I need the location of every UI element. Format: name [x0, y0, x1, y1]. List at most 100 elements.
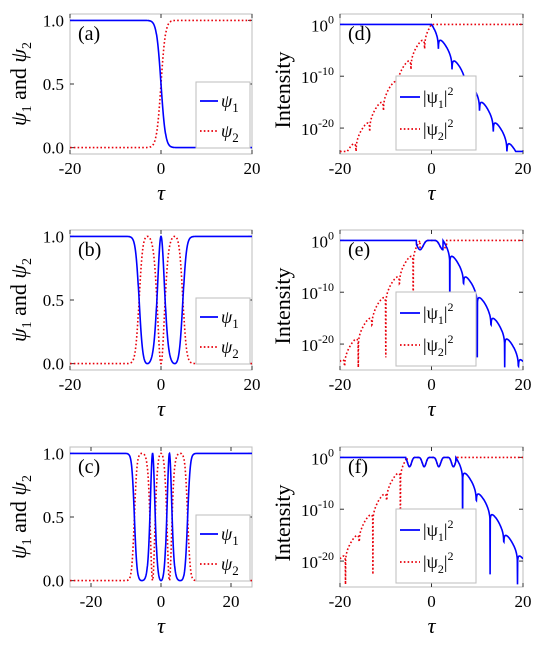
legend-label-psi1: ψ1	[221, 307, 239, 331]
panel-label: (b)	[78, 239, 101, 261]
y-label-psi: ψ	[6, 265, 31, 279]
legend-label-psi2: ψ2	[221, 554, 239, 578]
legend-label-psi2: |ψ2|2	[423, 332, 453, 359]
legend-psi: ψ	[221, 307, 233, 327]
legend-label-psi2: ψ2	[221, 121, 239, 145]
y-tick-base: 10	[311, 232, 328, 251]
legend-sub: 1	[438, 97, 444, 111]
y-label-and: and	[6, 63, 31, 106]
y-tick-label: 0.5	[43, 508, 64, 527]
x-tick-label: 0	[427, 159, 436, 178]
y-tick-label: 0.0	[43, 355, 64, 374]
y-axis-label: Intensity	[270, 485, 295, 562]
y-label-psi: ψ	[6, 482, 31, 496]
y-label-psi: ψ	[6, 545, 31, 559]
legend-close: |	[444, 303, 448, 323]
legend-box	[395, 291, 477, 367]
y-tick-label: 10-10	[301, 280, 334, 303]
legend-box	[395, 75, 477, 151]
y-axis-label: ψ1 and ψ2	[6, 42, 35, 126]
x-tick-label: -20	[59, 159, 82, 178]
y-tick-label: 10-20	[301, 549, 334, 572]
x-axis-label: τ	[157, 180, 166, 205]
y-label-sub: 2	[20, 258, 35, 265]
legend-label-psi2: |ψ2|2	[423, 116, 453, 143]
y-label-sub: 1	[20, 538, 35, 545]
legend-sup: 2	[447, 549, 453, 563]
y-tick-label: 0.0	[43, 572, 64, 591]
legend-label-psi1: |ψ1|2	[423, 517, 453, 544]
panel-label: (d)	[348, 23, 371, 45]
x-tick-label: 0	[157, 159, 166, 178]
y-tick-label: 1.0	[43, 227, 64, 246]
legend-sup: 2	[447, 300, 453, 314]
legend-label-psi2: ψ2	[221, 337, 239, 361]
x-tick-label: 20	[244, 159, 261, 178]
legend-sub: 2	[438, 562, 444, 576]
legend-label-psi1: |ψ1|2	[423, 300, 453, 327]
legend-sub: 1	[438, 313, 444, 327]
legend-label-psi1: ψ1	[221, 91, 239, 115]
legend-sup: 2	[447, 517, 453, 531]
series-psi1-line	[70, 451, 252, 582]
y-tick-label: 0.5	[43, 291, 64, 310]
y-tick-label: 100	[311, 445, 334, 468]
legend-box	[195, 81, 251, 149]
y-label-psi: ψ	[6, 328, 31, 342]
legend-box	[195, 514, 251, 582]
series-psi1-line	[340, 455, 523, 585]
legend-psi: ψ	[221, 554, 233, 574]
legend-box	[195, 297, 251, 365]
x-tick-label: 0	[427, 592, 436, 611]
y-tick-base: 10	[301, 120, 318, 139]
legend: |ψ1|2|ψ2|2	[395, 75, 477, 151]
y-tick-exponent: -10	[318, 280, 334, 294]
legend-sub: 2	[438, 345, 444, 359]
legend-open: |ψ	[423, 552, 439, 572]
legend-open: |ψ	[423, 87, 439, 107]
y-tick-label: 1.0	[43, 11, 64, 30]
legend-sub: 2	[232, 130, 239, 145]
series-psi1-line	[340, 23, 523, 153]
legend-label-psi2: |ψ2|2	[423, 549, 453, 576]
legend-open: |ψ	[423, 520, 439, 540]
legend-close: |	[444, 552, 448, 572]
x-tick-label: 20	[244, 375, 261, 394]
x-tick-label: 0	[157, 592, 166, 611]
y-axis-label: Intensity	[270, 52, 295, 129]
legend-psi: ψ	[221, 91, 233, 111]
legend-open: |ψ	[423, 119, 439, 139]
x-axis-label: τ	[428, 613, 437, 638]
y-tick-base: 10	[301, 68, 318, 87]
y-tick-label: 1.0	[43, 444, 64, 463]
y-label-psi: ψ	[6, 49, 31, 63]
legend-close: |	[444, 119, 448, 139]
x-axis-label: τ	[157, 613, 166, 638]
y-label-and: and	[6, 496, 31, 539]
y-tick-exponent: -10	[318, 64, 334, 78]
y-tick-label: 10-10	[301, 497, 334, 520]
legend-sup: 2	[447, 84, 453, 98]
legend-close: |	[444, 520, 448, 540]
x-tick-label: -20	[329, 592, 352, 611]
x-tick-label: 0	[427, 375, 436, 394]
y-tick-label: 10-10	[301, 64, 334, 87]
y-label-sub: 2	[20, 42, 35, 49]
series-psi2-line	[70, 235, 252, 365]
legend-label-psi1: |ψ1|2	[423, 84, 453, 111]
y-tick-label: 0.0	[43, 139, 64, 158]
legend-sub: 2	[232, 346, 239, 361]
y-tick-label: 10-20	[301, 332, 334, 355]
y-tick-label: 100	[311, 228, 334, 251]
legend-open: |ψ	[423, 335, 439, 355]
legend-sub: 1	[232, 100, 239, 115]
x-axis-label: τ	[428, 180, 437, 205]
x-tick-label: -20	[329, 159, 352, 178]
